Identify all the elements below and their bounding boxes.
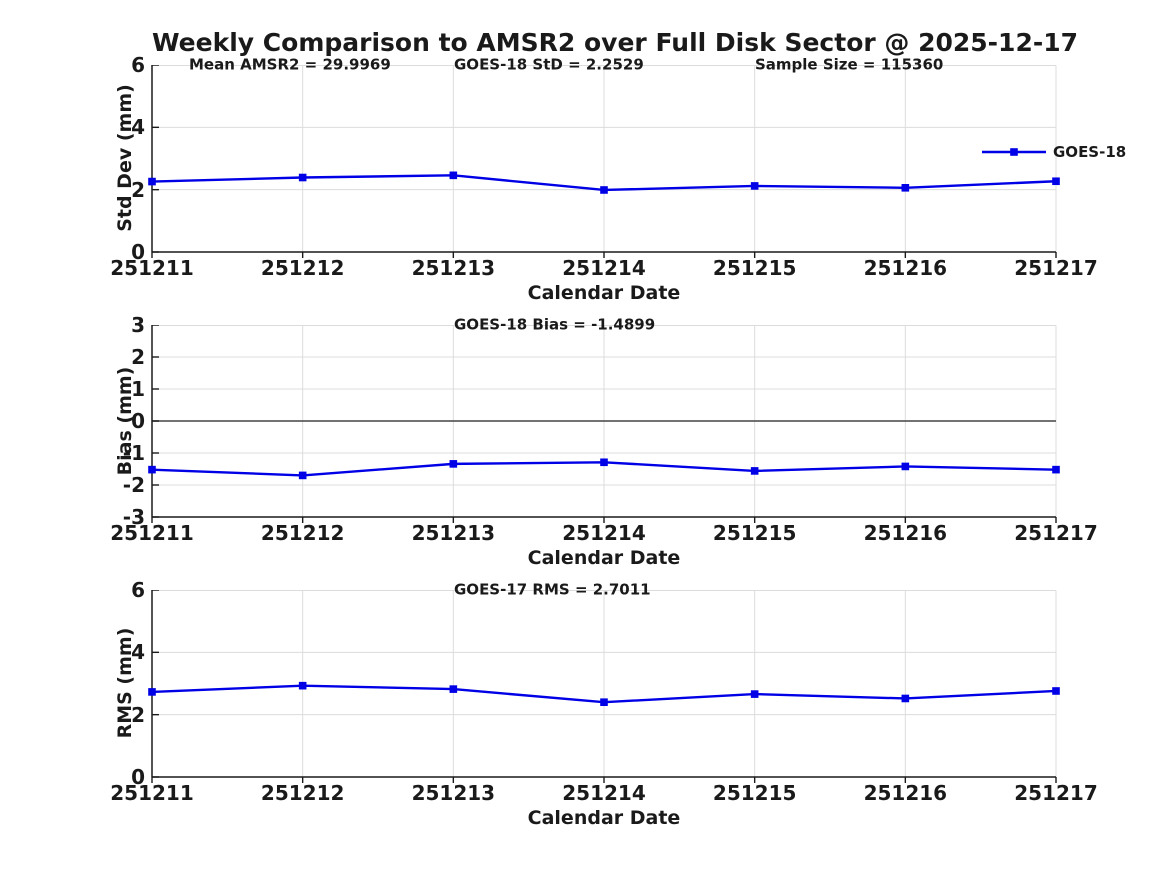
x-tick-label: 251216 <box>863 256 948 280</box>
data-point-marker <box>148 465 156 474</box>
x-tick-label: 251214 <box>562 781 646 805</box>
annotation-goes18-bias: GOES-18 Bias = -1.4899 <box>454 315 656 334</box>
x-tick-label: 251211 <box>110 256 194 280</box>
data-point-marker <box>600 698 608 706</box>
y-tick-label: 3 <box>131 313 145 337</box>
data-point-marker <box>449 685 458 693</box>
y-tick-label: 4 <box>131 640 145 665</box>
std-dev-plot-canvas <box>148 65 1060 258</box>
x-tick-label: 251217 <box>1014 781 1098 805</box>
data-point-marker <box>901 694 910 703</box>
bias-plot-canvas <box>148 325 1060 523</box>
data-point-marker <box>148 177 156 186</box>
x-tick-label: 251213 <box>411 521 496 545</box>
x-tick-label: 251216 <box>863 781 948 805</box>
y-tick-label: 0 <box>131 409 145 433</box>
rms-plot-canvas <box>148 590 1060 783</box>
data-point-marker <box>600 458 608 467</box>
y-tick-label: -2 <box>122 473 145 497</box>
y-tick-label: 6 <box>131 53 145 77</box>
data-point-marker <box>298 173 307 182</box>
subplot-bias: GOES-18 Bias = -1.4899 Bias (mm) Calenda… <box>0 313 1167 569</box>
figure-title: Weekly Comparison to AMSR2 over Full Dis… <box>152 28 1079 57</box>
x-axis-label-calendar-date: Calendar Date <box>527 807 681 829</box>
legend-line-marker-icon <box>982 148 1046 156</box>
x-tick-label: 251216 <box>863 521 948 545</box>
x-tick-label: 251215 <box>712 781 797 805</box>
subplot-rms: GOES-17 RMS = 2.7011 RMS (mm) Calendar D… <box>0 578 1167 829</box>
x-tick-label: 251213 <box>411 256 496 280</box>
annotation-mean-amsr2: Mean AMSR2 = 29.9969 <box>189 55 391 74</box>
y-tick-label: -3 <box>122 505 145 529</box>
data-point-marker <box>600 186 608 194</box>
annotation-goes17-rms: GOES-17 RMS = 2.7011 <box>454 580 651 599</box>
y-tick-label: 6 <box>131 578 145 602</box>
data-point-marker <box>449 460 458 468</box>
legend-label: GOES-18 <box>1053 143 1127 161</box>
x-tick-label: 251215 <box>712 521 797 545</box>
x-axis-label-calendar-date: Calendar Date <box>527 282 681 304</box>
x-tick-label: 251214 <box>562 256 646 280</box>
x-tick-label: 251214 <box>562 521 646 545</box>
y-tick-label: 0 <box>131 240 145 264</box>
x-tick-label: 251212 <box>260 781 345 805</box>
y-tick-label: 1 <box>131 377 145 401</box>
data-point-marker <box>901 183 910 192</box>
data-point-marker <box>298 471 307 480</box>
x-tick-label: 251211 <box>110 521 194 545</box>
data-point-marker <box>750 182 759 190</box>
data-point-marker <box>1052 687 1060 695</box>
x-tick-label: 251211 <box>110 781 194 805</box>
x-tick-label: 251212 <box>260 521 345 545</box>
y-tick-label: 2 <box>131 177 145 202</box>
data-point-marker <box>148 688 156 696</box>
subplot-std-dev: Mean AMSR2 = 29.9969 GOES-18 StD = 2.252… <box>0 53 1167 304</box>
legend: GOES-18 <box>982 141 1126 163</box>
x-axis-label-calendar-date: Calendar Date <box>527 547 681 569</box>
x-tick-label: 251217 <box>1014 521 1098 545</box>
data-point-marker <box>901 462 910 471</box>
annotation-sample-size: Sample Size = 115360 <box>755 55 944 74</box>
y-tick-label: 4 <box>131 115 145 140</box>
data-point-marker <box>750 690 759 698</box>
x-tick-label: 251215 <box>712 256 797 280</box>
annotation-goes18-std: GOES-18 StD = 2.2529 <box>454 55 644 74</box>
y-tick-label: 0 <box>131 765 145 789</box>
x-tick-label: 251217 <box>1014 256 1098 280</box>
x-tick-label: 251213 <box>411 781 496 805</box>
data-point-marker <box>1052 177 1060 186</box>
y-tick-label: 2 <box>131 345 145 369</box>
data-point-marker <box>298 681 307 690</box>
y-tick-label: 2 <box>131 702 145 727</box>
x-tick-label: 251212 <box>260 256 345 280</box>
data-point-marker <box>1052 465 1060 474</box>
y-axis-label-std-dev: Std Dev (mm) <box>114 84 136 232</box>
y-tick-label: -1 <box>122 441 145 465</box>
data-point-marker <box>449 171 458 180</box>
data-point-marker <box>750 467 759 475</box>
